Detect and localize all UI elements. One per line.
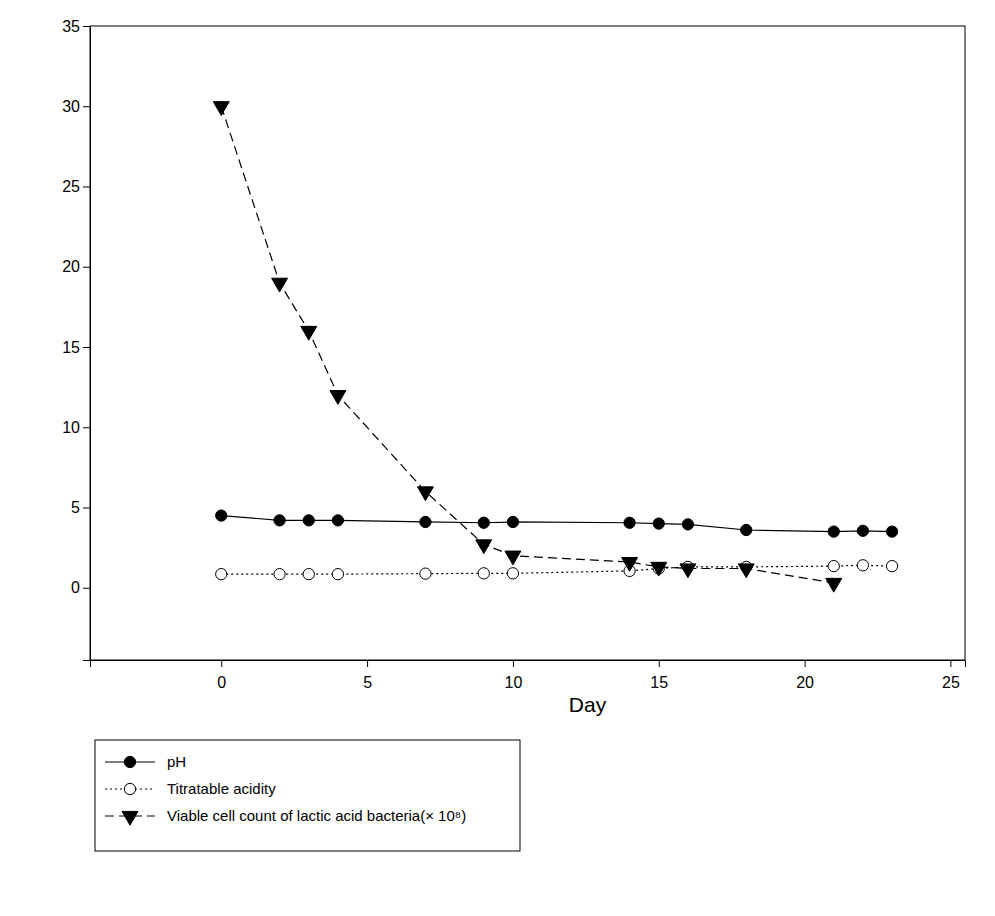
x-tick-mark	[659, 660, 660, 667]
series-marker	[507, 516, 518, 527]
series-line	[221, 565, 892, 574]
y-tick: 15	[62, 339, 90, 356]
series-marker	[476, 540, 492, 554]
series-marker	[332, 515, 343, 526]
y-tick-mark	[83, 508, 90, 509]
series-line	[221, 106, 834, 583]
series-marker	[826, 578, 842, 592]
legend-marker	[122, 811, 138, 825]
y-tick-label: 20	[62, 258, 80, 275]
y-tick: 5	[71, 499, 90, 516]
series-marker	[507, 568, 518, 579]
y-tick: 25	[62, 178, 90, 195]
x-tick-label: 15	[650, 674, 668, 691]
y-tick-mark	[83, 347, 90, 348]
y-tick: 10	[62, 419, 90, 436]
y-tick-mark	[83, 267, 90, 268]
x-tick: 10	[505, 660, 523, 691]
legend-label: Titratable acidity	[167, 780, 276, 797]
series-marker	[216, 510, 227, 521]
y-tick-label: 30	[62, 98, 80, 115]
series-marker	[624, 517, 635, 528]
legend-label: pH	[167, 753, 186, 770]
x-tick-mark	[950, 660, 951, 667]
x-tick-label: 25	[942, 674, 960, 691]
x-tick-mark	[367, 660, 368, 667]
x-tick: 0	[217, 660, 226, 691]
x-tick-label: 10	[505, 674, 523, 691]
series-marker	[216, 568, 227, 579]
x-axis-title: Day	[569, 693, 607, 716]
y-tick-mark	[83, 588, 90, 589]
x-tick-label: 0	[217, 674, 226, 691]
series-marker	[828, 526, 839, 537]
series-marker	[651, 562, 667, 576]
series-marker	[330, 391, 346, 405]
y-tick: 30	[62, 98, 90, 115]
series-marker	[301, 326, 317, 340]
x-tick-mark	[221, 660, 222, 667]
series-marker	[303, 568, 314, 579]
y-tick-label: 35	[62, 18, 80, 35]
series-marker	[272, 278, 288, 292]
series-marker	[857, 525, 868, 536]
series-marker	[828, 560, 839, 571]
plot-area	[213, 102, 897, 593]
x-tick: 15	[650, 660, 668, 691]
x-tick-mark	[513, 660, 514, 667]
chart: 0 5 10 15 20 25 0 5 10 15 20 25 30 35 Day pH Titratable …	[0, 0, 995, 916]
series-marker	[478, 568, 489, 579]
series-marker	[622, 557, 638, 571]
legend-label: Viable cell count of lactic acid bacteri…	[167, 807, 466, 824]
series-marker	[478, 517, 489, 528]
series-marker	[420, 568, 431, 579]
series-marker	[738, 564, 754, 578]
y-tick-mark	[83, 427, 90, 428]
series-marker	[274, 568, 285, 579]
y-tick: 20	[62, 258, 90, 275]
y-tick-label: 25	[62, 178, 80, 195]
series-marker	[420, 516, 431, 527]
x-tick: 25	[942, 660, 960, 691]
series-marker	[682, 519, 693, 530]
legend-marker	[124, 756, 135, 767]
series-marker	[886, 560, 897, 571]
series-marker	[505, 551, 521, 565]
x-axis-line	[91, 661, 966, 668]
y-tick-mark	[83, 106, 90, 107]
x-tick-mark	[805, 660, 806, 667]
series-line	[221, 516, 892, 532]
x-tick: 20	[796, 660, 814, 691]
x-tick-label: 5	[363, 674, 372, 691]
x-tick-label: 20	[796, 674, 814, 691]
y-tick-label: 0	[71, 579, 80, 596]
x-axis: 0 5 10 15 20 25	[91, 660, 966, 691]
x-tick: 5	[363, 660, 372, 691]
y-tick: 35	[62, 18, 90, 35]
series-marker	[653, 518, 664, 529]
y-tick-label: 10	[62, 419, 80, 436]
series-marker	[680, 564, 696, 578]
y-tick-label: 15	[62, 339, 80, 356]
plot-frame	[90, 26, 965, 660]
series-marker	[274, 515, 285, 526]
series-marker	[303, 515, 314, 526]
series-marker	[417, 487, 433, 501]
series-marker	[857, 560, 868, 571]
y-axis: 0 5 10 15 20 25 30 35	[62, 18, 90, 661]
series-marker	[332, 568, 343, 579]
legend-box	[95, 740, 520, 851]
legend-marker	[124, 783, 135, 794]
series-marker	[886, 526, 897, 537]
series-marker	[213, 102, 229, 116]
legend: pH Titratable acidity Viable cell count of…	[95, 740, 520, 851]
y-tick-mark	[83, 187, 90, 188]
y-tick: 0	[71, 579, 90, 596]
y-tick-mark	[83, 26, 90, 27]
y-axis-line	[83, 27, 91, 661]
series-marker	[741, 524, 752, 535]
y-tick-label: 5	[71, 499, 80, 516]
